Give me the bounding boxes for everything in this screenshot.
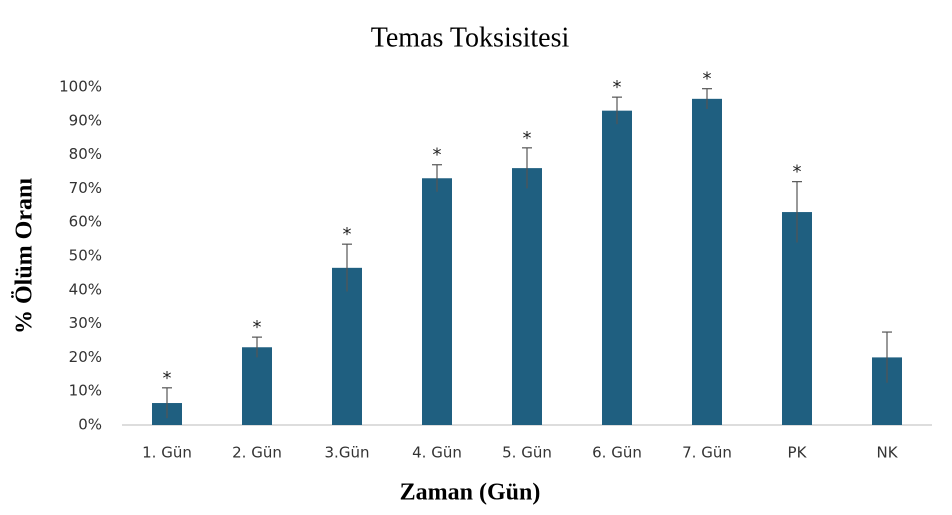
- bar: [782, 212, 812, 425]
- y-tick-label: 100%: [59, 78, 102, 96]
- x-axis-label: Zaman (Gün): [400, 480, 541, 506]
- chart-title: Temas Toksisitesi: [371, 22, 570, 53]
- y-tick-label: 50%: [69, 247, 102, 265]
- x-tick-label: 5. Gün: [502, 444, 552, 462]
- y-tick-label: 70%: [69, 179, 102, 197]
- annotation: *: [343, 224, 352, 245]
- annotation: *: [433, 145, 442, 166]
- y-tick-label: 40%: [69, 280, 102, 298]
- bar: [422, 178, 452, 425]
- annotation: *: [253, 317, 262, 338]
- bar: [242, 347, 272, 425]
- y-axis-label: % Ölüm Oranı: [12, 178, 38, 334]
- annotation: *: [523, 128, 532, 149]
- annotation: *: [163, 368, 172, 389]
- x-tick-label: 6. Gün: [592, 444, 642, 462]
- bar: [332, 267, 362, 425]
- x-tick-label: 1. Gün: [142, 444, 192, 462]
- x-tick-label: NK: [876, 444, 898, 462]
- annotation: *: [793, 162, 802, 183]
- x-tick-label: PK: [788, 444, 808, 462]
- annotation: *: [613, 77, 622, 98]
- y-tick-label: 0%: [78, 416, 102, 434]
- y-tick-label: 90%: [69, 111, 102, 129]
- y-tick-label: 20%: [69, 348, 102, 366]
- y-tick-label: 30%: [69, 314, 102, 332]
- x-tick-label: 7. Gün: [682, 444, 732, 462]
- annotation: *: [703, 69, 712, 90]
- y-tick-label: 60%: [69, 213, 102, 231]
- bar: [512, 168, 542, 425]
- y-tick-label: 80%: [69, 145, 102, 163]
- bar: [602, 110, 632, 425]
- x-tick-label: 2. Gün: [232, 444, 282, 462]
- bar: [692, 98, 722, 425]
- y-tick-label: 10%: [69, 382, 102, 400]
- x-tick-label: 3.Gün: [325, 444, 370, 462]
- x-tick-label: 4. Gün: [412, 444, 462, 462]
